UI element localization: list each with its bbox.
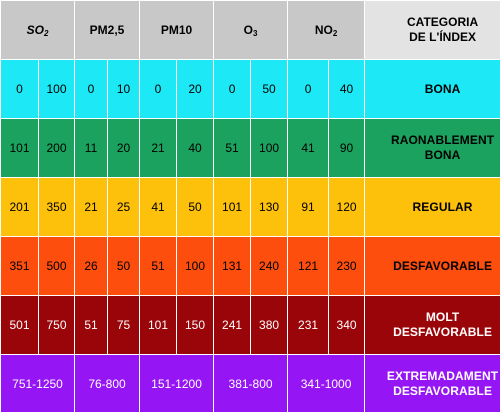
pm25-max: 10 [108, 60, 140, 119]
no2-max: 230 [329, 237, 365, 296]
o3-min: 101 [214, 178, 251, 237]
so2-min: 501 [1, 296, 39, 355]
pm10-max: 150 [177, 296, 214, 355]
category-label-line: MOLT [426, 310, 460, 324]
no2-min: 91 [288, 178, 329, 237]
pm10-min: 0 [140, 60, 177, 119]
so2-max: 200 [39, 119, 75, 178]
pm10-max: 100 [177, 237, 214, 296]
pm10-min: 51 [140, 237, 177, 296]
so2-max: 500 [39, 237, 75, 296]
pm10-min: 41 [140, 178, 177, 237]
pm25-range: 76-800 [75, 355, 140, 413]
no2-range: 341-1000 [288, 355, 365, 413]
o3-min: 131 [214, 237, 251, 296]
header-so2: SO2 [1, 1, 75, 60]
header-no2: NO2 [288, 1, 365, 60]
category-label-line: DESFAVORABLE [393, 325, 492, 339]
so2-min: 101 [1, 119, 39, 178]
no2-max: 90 [329, 119, 365, 178]
no2-max: 340 [329, 296, 365, 355]
so2-min: 0 [1, 60, 39, 119]
o3-max: 100 [251, 119, 288, 178]
o3-min: 51 [214, 119, 251, 178]
pm10-max: 50 [177, 178, 214, 237]
category-label: BONA [365, 60, 500, 119]
pm10-max: 40 [177, 119, 214, 178]
category-label-line: DESFAVORABLE [393, 259, 492, 273]
no2-min: 41 [288, 119, 329, 178]
so2-range: 751-1250 [1, 355, 75, 413]
o3-range: 381-800 [214, 355, 288, 413]
no2-max: 40 [329, 60, 365, 119]
category-label-line: EXTREMADAMENT [387, 369, 498, 383]
o3-max: 50 [251, 60, 288, 119]
no2-min: 121 [288, 237, 329, 296]
o3-max: 240 [251, 237, 288, 296]
pm25-min: 51 [75, 296, 108, 355]
pm25-min: 21 [75, 178, 108, 237]
pm10-min: 21 [140, 119, 177, 178]
category-label-line: RAONABLEMENT [391, 133, 494, 147]
no2-max: 120 [329, 178, 365, 237]
header-o3: O3 [214, 1, 288, 60]
category-label-line: BONA [425, 148, 461, 162]
pm25-max: 50 [108, 237, 140, 296]
pm25-max: 20 [108, 119, 140, 178]
o3-max: 130 [251, 178, 288, 237]
o3-min: 241 [214, 296, 251, 355]
so2-max: 350 [39, 178, 75, 237]
so2-max: 100 [39, 60, 75, 119]
no2-min: 231 [288, 296, 329, 355]
header-pm10: PM10 [140, 1, 214, 60]
pm25-max: 25 [108, 178, 140, 237]
so2-max: 750 [39, 296, 75, 355]
category-label-line: DESFAVORABLE [393, 384, 492, 398]
pm25-max: 75 [108, 296, 140, 355]
pm25-min: 11 [75, 119, 108, 178]
so2-min: 201 [1, 178, 39, 237]
o3-min: 0 [214, 60, 251, 119]
o3-max: 380 [251, 296, 288, 355]
category-label-line: BONA [425, 82, 461, 96]
no2-min: 0 [288, 60, 329, 119]
so2-min: 351 [1, 237, 39, 296]
pm10-min: 101 [140, 296, 177, 355]
pm10-range: 151-1200 [140, 355, 214, 413]
header-pm25: PM2,5 [75, 1, 140, 60]
category-label: REGULAR [365, 178, 500, 237]
category-label-line: REGULAR [413, 200, 473, 214]
pm25-min: 0 [75, 60, 108, 119]
pm10-max: 20 [177, 60, 214, 119]
pm25-min: 26 [75, 237, 108, 296]
category-label: DESFAVORABLE [365, 237, 500, 296]
